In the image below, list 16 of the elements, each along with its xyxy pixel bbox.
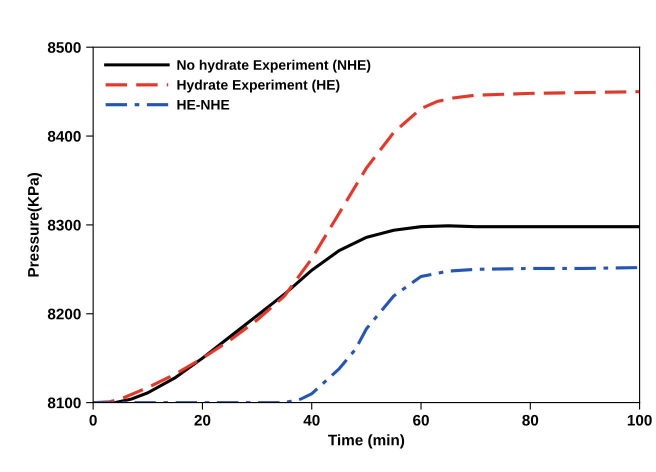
y-tick-label: 8400	[48, 130, 81, 142]
x-tick-label: 100	[628, 414, 652, 426]
legend-label: Hydrate Experiment (HE)	[177, 80, 340, 93]
y-axis-title: Pressure(KPa)	[28, 173, 42, 277]
x-axis-title: Time (min)	[328, 434, 404, 448]
x-tick-label: 80	[522, 414, 538, 426]
y-tick-label: 8200	[48, 308, 81, 320]
x-tick-label: 40	[303, 414, 320, 426]
x-tick-label: 0	[90, 414, 97, 426]
y-tick-label: 8300	[48, 220, 81, 231]
x-tick-label: 60	[413, 414, 429, 426]
y-tick-label: 8500	[48, 42, 81, 53]
y-tick-label: 8100	[48, 397, 81, 408]
legend-label: HE-NHE	[177, 100, 230, 110]
x-tick-label: 20	[194, 414, 210, 426]
legend-label: No hydrate Experiment (NHE)	[177, 60, 370, 73]
